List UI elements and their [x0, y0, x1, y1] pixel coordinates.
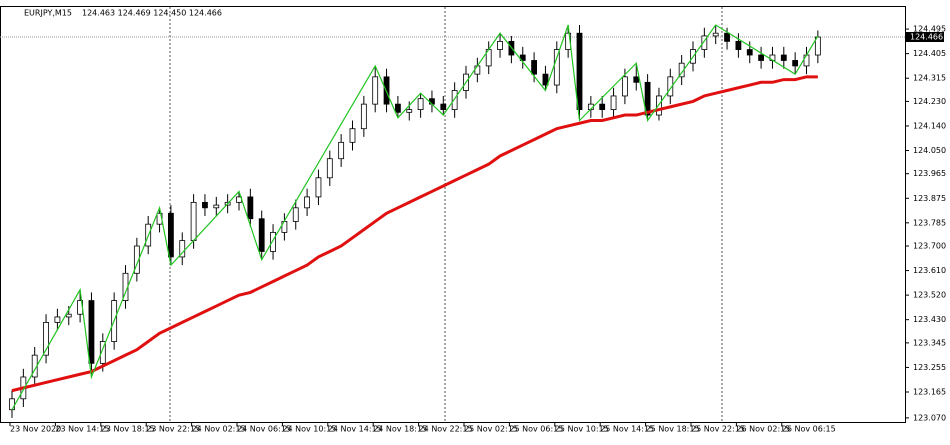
price-tag-label: 124.466	[910, 33, 943, 42]
candle-body	[394, 103, 401, 113]
y-tick-label: 123.700	[913, 242, 946, 251]
candle-body	[735, 40, 742, 50]
y-tick-label: 124.140	[913, 121, 946, 130]
candle-body	[599, 103, 606, 110]
candle-body	[497, 40, 503, 50]
x-tick-label: 24 Nov 06:15	[237, 425, 291, 434]
candle-body	[54, 316, 61, 323]
candle-body	[372, 76, 379, 105]
candle-body	[258, 218, 265, 252]
candle-body	[43, 322, 49, 356]
candle-body	[304, 196, 311, 209]
candle-body	[167, 212, 174, 258]
candle-body	[270, 231, 276, 252]
y-tick-label: 123.070	[913, 413, 946, 422]
y-tick-label: 123.345	[913, 338, 946, 347]
x-tick-label: 25 Nov 22:15	[691, 425, 745, 434]
candle-body	[179, 240, 186, 258]
candle-body	[531, 60, 537, 75]
candle-body	[474, 65, 481, 75]
x-tick-label: 24 Nov 18:15	[373, 425, 427, 434]
x-tick-label: 26 Nov 06:15	[782, 425, 836, 434]
zigzag-line	[11, 24, 819, 411]
candle-body	[622, 76, 628, 97]
candle-body	[803, 54, 810, 67]
candle-body	[780, 54, 787, 61]
candle-body	[349, 128, 356, 143]
x-tick-label: 25 Nov 02:15	[464, 425, 518, 434]
candle-body	[724, 32, 730, 42]
candle-body	[553, 49, 560, 86]
chart-title: EURJPY,M15	[24, 9, 72, 18]
candle-body	[65, 313, 72, 318]
y-tick-label: 124.050	[913, 146, 946, 155]
candle-body	[133, 245, 140, 274]
x-tick-label: 25 Nov 18:15	[646, 425, 700, 434]
candle-body	[9, 398, 15, 411]
x-tick-label: 25 Nov 14:15	[600, 425, 654, 434]
x-tick-label: 24 Nov 10:15	[282, 425, 336, 434]
candle-body	[712, 32, 719, 37]
candle-body	[417, 98, 424, 110]
plot-frame	[0, 6, 906, 423]
x-tick-label: 23 Nov 14:15	[55, 425, 109, 434]
y-tick-label: 123.785	[913, 218, 946, 227]
quote-values: 124.463 124.469 124.450 124.466	[82, 9, 222, 18]
candle-body	[406, 109, 413, 113]
candle-body	[576, 32, 583, 110]
x-tick-label: 25 Nov 06:15	[509, 425, 563, 434]
candle-body	[360, 103, 367, 130]
candle-body	[667, 76, 674, 97]
candle-body	[644, 81, 651, 116]
candle-body	[338, 141, 345, 160]
y-tick-label: 123.165	[913, 387, 946, 396]
candle-body	[542, 73, 549, 86]
candle-body	[792, 60, 799, 67]
candle-body	[746, 49, 753, 56]
y-tick-label: 124.405	[913, 49, 946, 58]
x-tick-label: 25 Nov 10:15	[555, 425, 609, 434]
x-tick-label: 24 Nov 02:15	[192, 425, 246, 434]
candle-body	[315, 177, 322, 198]
y-tick-label: 123.610	[913, 266, 946, 275]
x-tick-label: 24 Nov 22:15	[419, 425, 473, 434]
y-tick-label: 124.315	[913, 74, 946, 83]
candle-body	[701, 35, 708, 50]
candle-body	[213, 204, 220, 209]
candle-body	[247, 196, 254, 220]
moving-average-line	[11, 75, 818, 393]
candle-body	[451, 90, 458, 110]
price-tag	[906, 32, 944, 43]
x-tick-label: 23 Nov 18:15	[101, 425, 155, 434]
x-tick-label: 23 Nov 2020	[10, 425, 61, 434]
candle-body	[292, 207, 299, 222]
candle-body	[190, 201, 197, 241]
x-tick-label: 23 Nov 22:15	[146, 425, 200, 434]
candle-body	[326, 158, 333, 179]
candle-body	[758, 54, 764, 61]
y-tick-label: 123.875	[913, 194, 946, 203]
y-tick-label: 123.965	[913, 169, 946, 178]
x-tick-label: 26 Nov 02:15	[736, 425, 790, 434]
candle-body	[440, 103, 447, 110]
y-tick-label: 123.430	[913, 315, 946, 324]
x-tick-label: 24 Nov 14:15	[328, 425, 382, 434]
candle-body	[88, 300, 95, 364]
candle-body	[610, 95, 617, 110]
y-tick-label: 123.255	[913, 363, 946, 372]
y-tick-label: 124.495	[913, 25, 946, 34]
candle-body	[99, 341, 106, 364]
y-tick-label: 124.230	[913, 97, 946, 106]
candle-body	[633, 76, 640, 83]
y-tick-label: 123.520	[913, 291, 946, 300]
candle-body	[202, 201, 208, 209]
